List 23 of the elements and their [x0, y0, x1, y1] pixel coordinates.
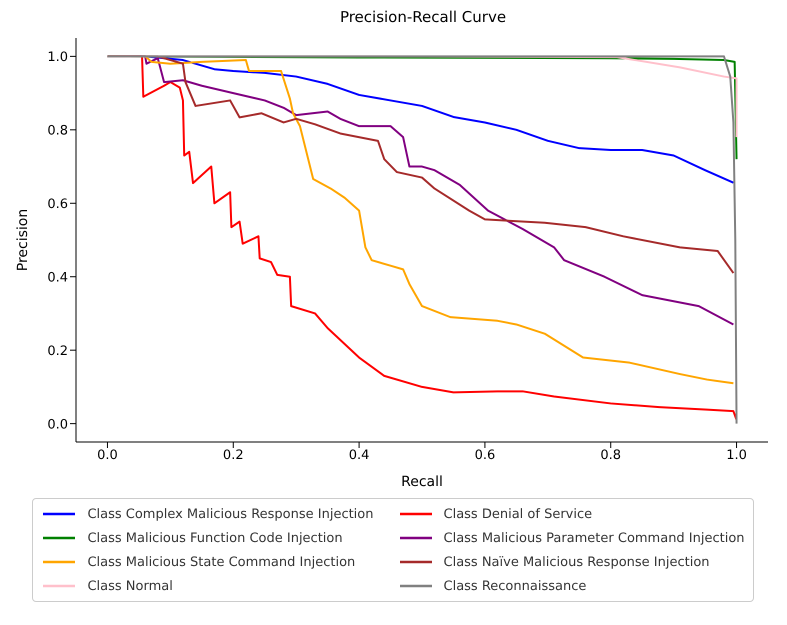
y-tick-label: 0.2	[47, 344, 68, 359]
y-tick-label: 0.8	[47, 123, 68, 138]
legend-label: Class Reconnaissance	[444, 578, 586, 594]
x-tick-label: 0.8	[600, 448, 622, 464]
legend-label: Class Normal	[87, 578, 173, 594]
x-tick-label: 0.0	[97, 448, 118, 464]
x-tick-label: 0.2	[222, 448, 244, 464]
x-tick-label: 1.0	[726, 448, 747, 464]
chart-title: Precision-Recall Curve	[338, 8, 508, 28]
y-tick-label: 1.0	[47, 50, 68, 65]
x-tick-label: 0.6	[474, 448, 496, 464]
legend-label: Class Complex Malicious Response Injection	[87, 506, 374, 522]
legend-label: Class Malicious State Command Injection	[87, 554, 356, 570]
legend-label: Class Denial of Service	[444, 506, 592, 522]
legend-label: Class Malicious Parameter Command Injection	[444, 530, 745, 546]
y-tick-label: 0.6	[47, 196, 68, 212]
legend-label: Class Naïve Malicious Response Injection	[444, 554, 710, 570]
x-tick-label: 0.4	[348, 448, 370, 464]
y-tick-label: 0.0	[47, 417, 68, 432]
x-axis-title: Recall	[401, 474, 443, 490]
legend-label: Class Malicious Function Code Injection	[87, 530, 343, 546]
y-tick-label: 0.4	[47, 270, 68, 286]
y-axis-title: Precision	[14, 208, 31, 272]
